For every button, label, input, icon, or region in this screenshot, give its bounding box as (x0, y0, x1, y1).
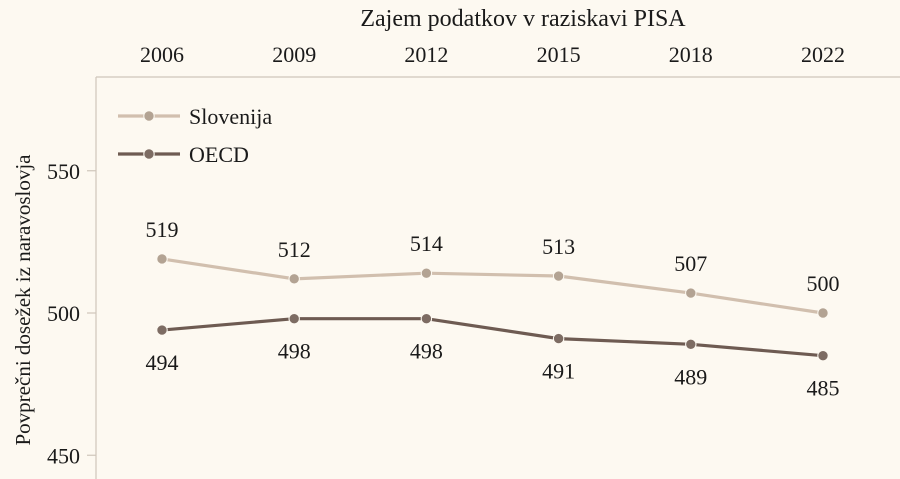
x-tick-label-2022: 2022 (801, 42, 845, 67)
legend-marker-slovenija (143, 110, 155, 122)
data-label-slovenija-2018: 507 (674, 251, 707, 276)
data-point-slovenija-2015 (552, 270, 565, 282)
chart-title: Zajem podatkov v raziskavi PISA (360, 6, 686, 32)
data-point-oecd-2012 (420, 312, 433, 325)
series-slovenija: 519 512 514 513 507 500 (146, 217, 840, 319)
legend-label-oecd: OECD (189, 142, 249, 167)
legend-label-slovenija: Slovenija (189, 104, 272, 129)
data-label-oecd-2018: 489 (674, 364, 707, 389)
data-label-slovenija-2006: 519 (146, 217, 179, 242)
data-label-oecd-2006: 494 (146, 350, 179, 375)
data-label-oecd-2015: 491 (542, 359, 575, 384)
y-tick-label-550: 550 (47, 159, 80, 184)
x-tick-label-2018: 2018 (669, 42, 713, 67)
data-label-oecd-2012: 498 (410, 339, 443, 364)
legend: Slovenija OECD (118, 104, 272, 167)
data-point-oecd-2009 (288, 312, 300, 325)
series-line-oecd (161, 317, 824, 358)
data-point-slovenija-2018 (685, 287, 697, 299)
x-tick-label-2015: 2015 (537, 42, 581, 67)
data-point-slovenija-2012 (420, 267, 433, 279)
x-tick-label-2009: 2009 (272, 42, 316, 67)
data-point-slovenija-2022 (817, 307, 829, 319)
legend-marker-oecd (143, 148, 155, 160)
data-point-oecd-2018 (685, 338, 697, 350)
data-label-slovenija-2022: 500 (807, 271, 840, 296)
data-point-oecd-2022 (817, 349, 829, 362)
series-oecd: 494 498 498 491 489 485 (146, 312, 840, 401)
y-tick-label-450: 450 (47, 443, 80, 468)
y-axis-label: Povprečni dosežek iz naravoslovja (11, 154, 35, 446)
data-point-slovenija-2006 (156, 253, 168, 265)
data-point-oecd-2015 (552, 332, 565, 345)
data-label-oecd-2009: 498 (278, 339, 311, 364)
series-line-slovenija (161, 257, 824, 315)
data-point-slovenija-2009 (288, 273, 300, 285)
legend-item-oecd: OECD (118, 142, 249, 167)
x-axis-tick-labels: 2006 2009 2012 2015 2018 2022 (140, 42, 845, 67)
data-point-oecd-2006 (156, 324, 168, 336)
x-tick-label-2012: 2012 (404, 42, 448, 67)
data-label-slovenija-2012: 514 (410, 231, 443, 256)
y-axis-ticks: 450 500 550 (47, 159, 96, 468)
series-layer: 519 512 514 513 507 500 494 498 498 491 489 485 (146, 217, 840, 401)
data-label-oecd-2022: 485 (807, 376, 840, 401)
y-tick-label-500: 500 (47, 301, 80, 326)
legend-item-slovenija: Slovenija (118, 104, 272, 129)
data-label-slovenija-2015: 513 (542, 234, 575, 259)
data-label-slovenija-2009: 512 (278, 237, 311, 262)
x-tick-label-2006: 2006 (140, 42, 184, 67)
